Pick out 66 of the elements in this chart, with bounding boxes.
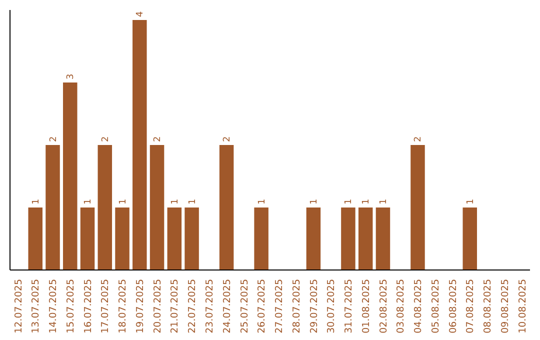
bar [115,208,130,270]
data-label: 1 [170,198,180,204]
bar [376,208,390,270]
x-tick-label: 28.07.2025 [291,279,302,334]
x-tick-label: 06.08.2025 [448,279,459,334]
bar [46,145,60,270]
x-tick-label: 02.08.2025 [378,279,390,334]
x-tick-label: 19.07.2025 [134,279,146,334]
x-tick-label: 14.07.2025 [48,279,60,334]
bar [462,208,477,270]
x-tick-label: 15.07.2025 [65,279,76,334]
data-label: 1 [188,198,198,204]
data-label: 4 [136,11,146,17]
bar [254,208,268,270]
bar [150,145,164,270]
data-label: 1 [257,198,268,204]
data-label: 1 [118,198,128,204]
x-tick-label: 04.08.2025 [413,279,424,334]
data-label: 1 [362,198,372,204]
bar [63,82,78,270]
x-tick-label: 24.07.2025 [222,279,233,334]
data-label: 2 [48,136,59,142]
bar [98,145,112,270]
x-tick-label: 09.08.2025 [500,279,511,334]
x-tick-label: 26.07.2025 [256,279,268,334]
x-tick-label: 17.07.2025 [100,279,112,334]
bar [80,208,95,270]
data-label: 1 [466,198,476,204]
x-tick-label: 05.08.2025 [430,279,442,334]
x-tick-label: 18.07.2025 [118,279,129,334]
data-label: 1 [84,198,94,204]
bar [219,145,234,270]
x-tick-label: 21.07.2025 [170,279,181,334]
bar [184,208,199,270]
x-tick-label: 16.07.2025 [82,279,94,334]
bar [167,208,182,270]
x-tick-label: 22.07.2025 [187,279,198,334]
x-tick-label: 25.07.2025 [239,279,250,334]
x-tick-label: 08.08.2025 [482,279,494,334]
data-label: 1 [309,198,320,204]
data-label: 2 [100,136,111,142]
x-tick-label: 31.07.2025 [344,279,355,334]
bar [306,208,321,270]
bar [358,208,373,270]
bar [28,208,42,270]
data-label: 2 [414,136,424,142]
bar [410,145,425,270]
data-label: 1 [378,198,389,204]
x-tick-label: 07.08.2025 [465,279,476,334]
x-tick-label: 01.08.2025 [360,279,372,334]
x-tick-label: 23.07.2025 [204,279,216,334]
data-label: 3 [66,74,76,80]
x-tick-label: 13.07.2025 [30,279,42,334]
x-tick-label: 30.07.2025 [326,279,338,334]
data-label: 2 [222,136,233,142]
x-tick-label: 29.07.2025 [308,279,320,334]
data-label: 1 [31,198,42,204]
bar [341,208,356,270]
x-tick-label: 27.07.2025 [274,279,286,334]
bar [132,20,147,270]
x-tick-label: 12.07.2025 [13,279,24,334]
x-tick-label: 20.07.2025 [152,279,164,334]
x-tick-label: 10.08.2025 [517,279,528,334]
x-tick-label: 03.08.2025 [396,279,407,334]
data-label: 1 [344,198,354,204]
data-label: 2 [153,136,164,142]
